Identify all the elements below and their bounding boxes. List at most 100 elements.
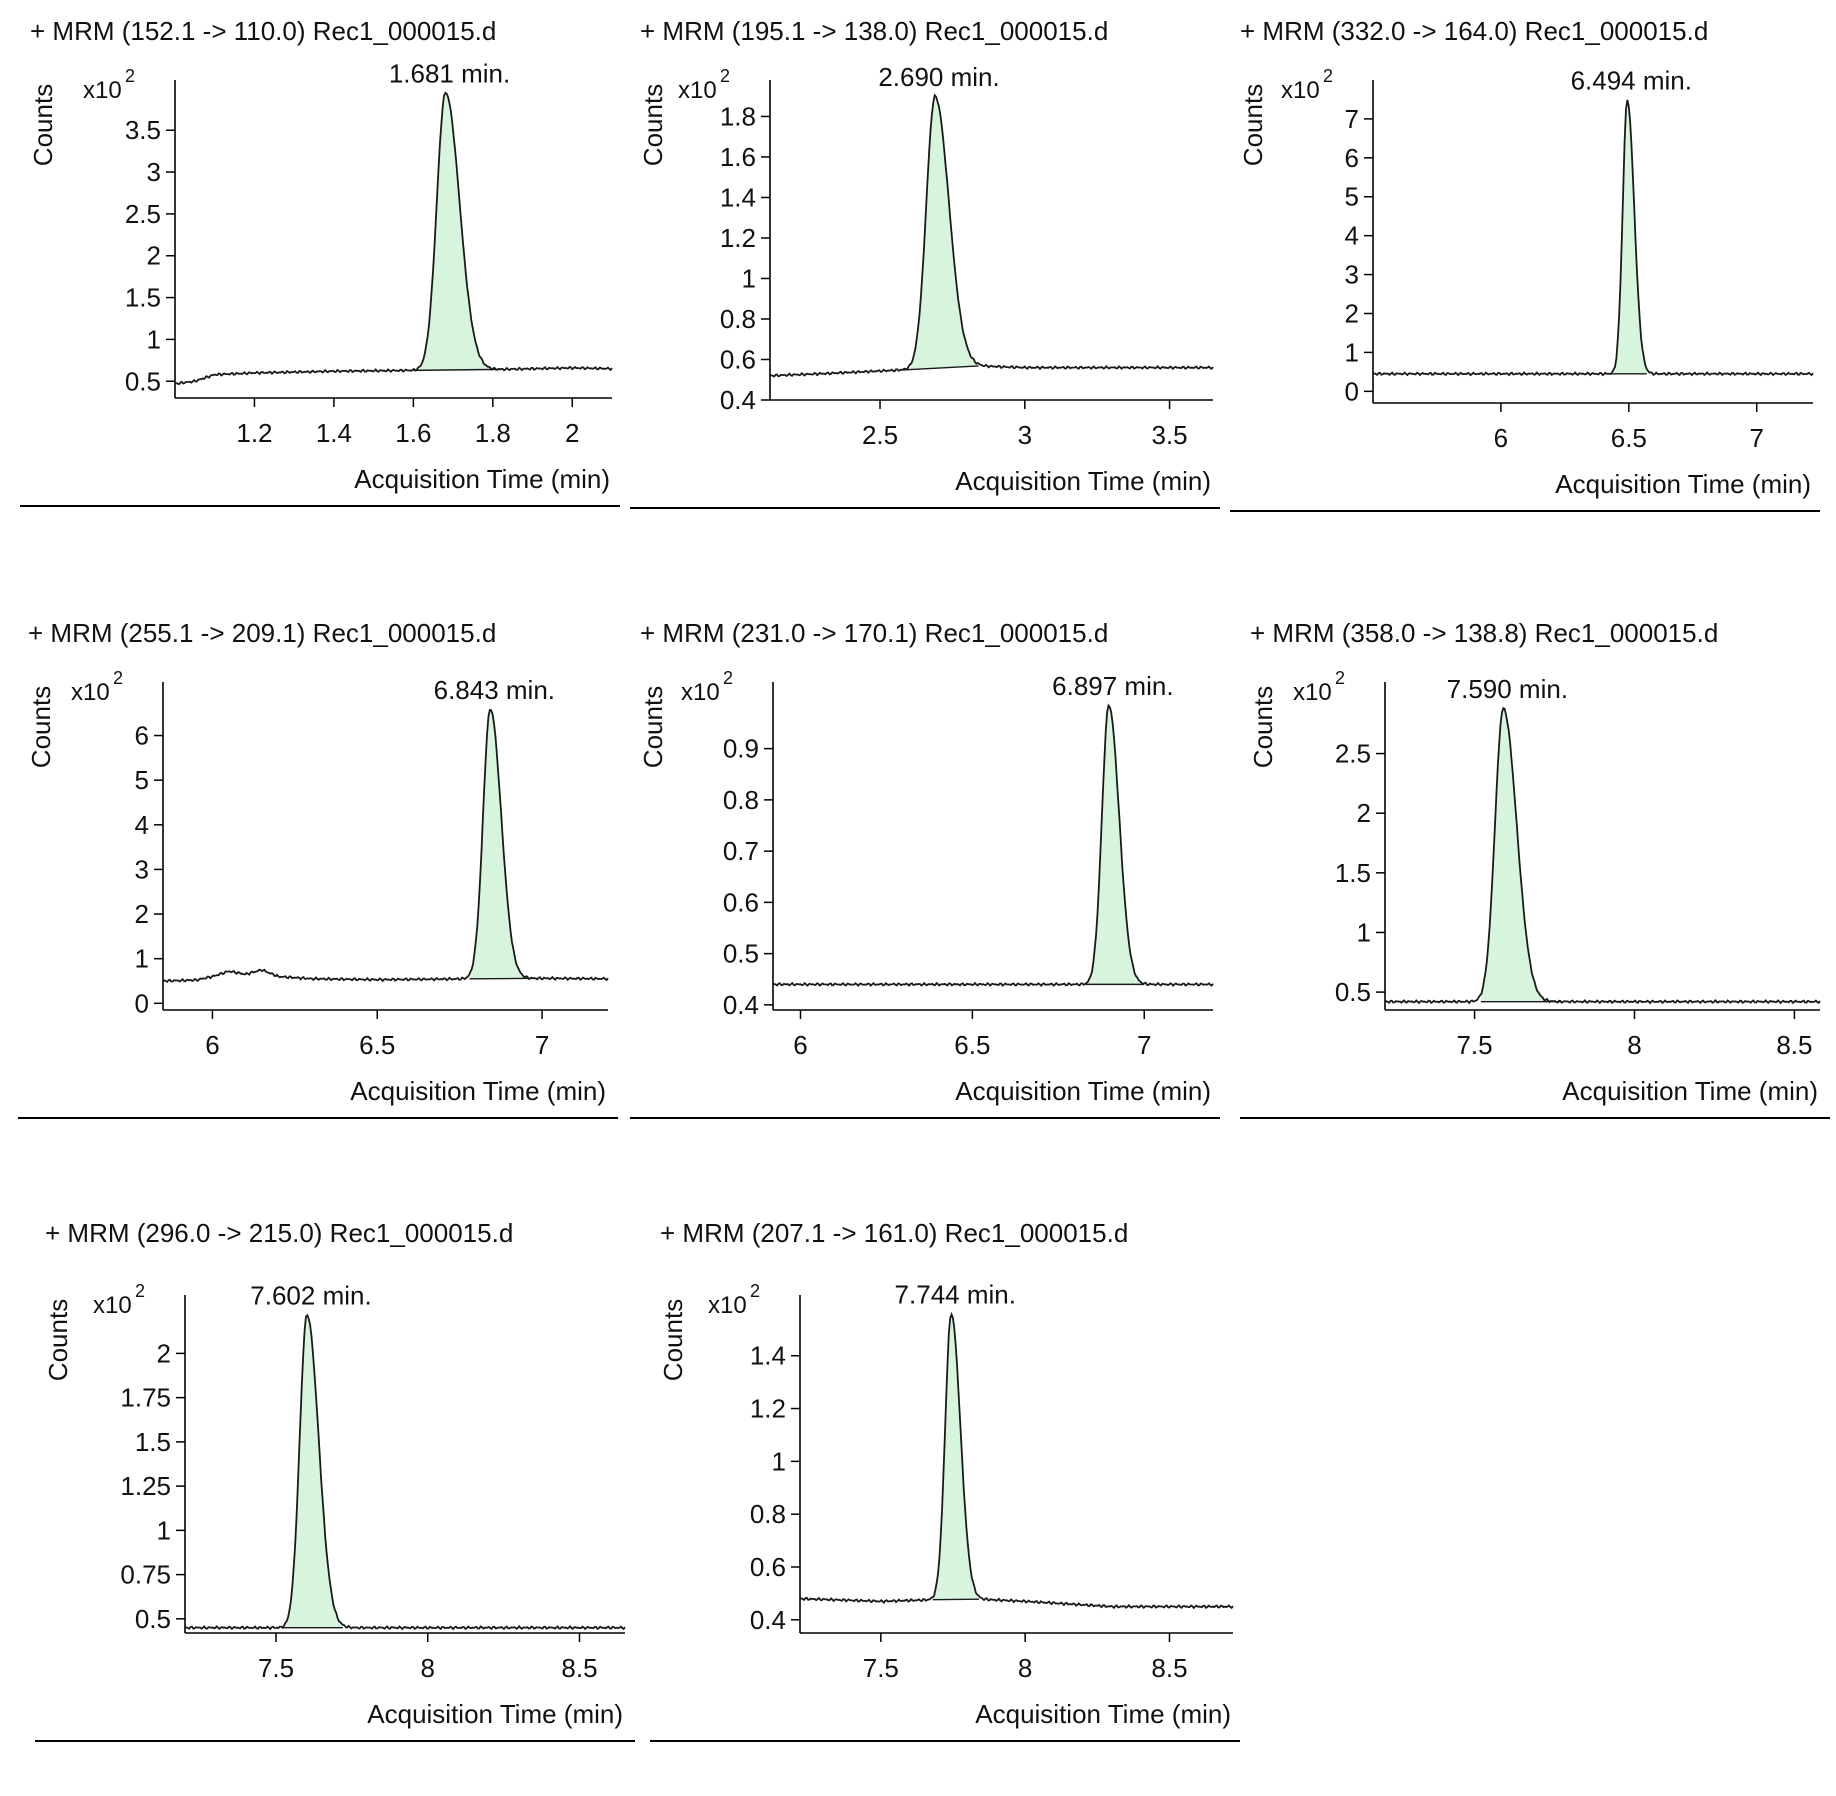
y-tick-label: 1.2 xyxy=(720,223,756,253)
x-tick-label: 6.5 xyxy=(359,1030,395,1060)
chromatogram-svg: + MRM (152.1 -> 110.0) Rec1_000015.d Coun… xyxy=(20,16,620,507)
x-tick-label: 6 xyxy=(1494,423,1508,453)
peak-area xyxy=(413,92,501,371)
y-tick-label: 0.5 xyxy=(135,1604,171,1634)
chromatogram-panel-7: + MRM (296.0 -> 215.0) Rec1_000015.d Coun… xyxy=(35,1210,635,1785)
x-tick-label: 7.5 xyxy=(1456,1030,1492,1060)
y-tick-label: 3 xyxy=(147,157,161,187)
y-axis-label: Counts xyxy=(1238,84,1268,166)
y-axis-label: Counts xyxy=(26,686,56,768)
y-multiplier: x10 xyxy=(678,77,717,104)
x-axis-label: Acquisition Time (min) xyxy=(1562,1076,1818,1106)
x-tick-label: 7.5 xyxy=(863,1653,899,1683)
retention-time-label: 7.590 min. xyxy=(1447,674,1568,704)
peak-area xyxy=(932,1313,979,1600)
retention-time-label: 7.744 min. xyxy=(895,1279,1016,1309)
y-multiplier-exponent: 2 xyxy=(723,668,733,688)
x-tick-label: 8.5 xyxy=(561,1653,597,1683)
y-tick-label: 1.25 xyxy=(120,1471,171,1501)
x-tick-label: 8 xyxy=(1627,1030,1641,1060)
y-tick-label: 1.2 xyxy=(750,1394,786,1424)
y-tick-label: 0.5 xyxy=(125,366,161,396)
y-tick-label: 1 xyxy=(135,944,149,974)
chromatogram-trace xyxy=(1384,706,1821,1005)
y-tick-label: 0.6 xyxy=(720,344,756,374)
y-tick-label: 0.75 xyxy=(120,1560,171,1590)
chart-title: + MRM (358.0 -> 138.8) Rec1_000015.d xyxy=(1250,618,1718,648)
y-tick-label: 6 xyxy=(135,721,149,751)
chart-title: + MRM (231.0 -> 170.1) Rec1_000015.d xyxy=(640,618,1108,648)
y-tick-label: 5 xyxy=(135,765,149,795)
y-tick-label: 3 xyxy=(135,854,149,884)
x-tick-label: 8.5 xyxy=(1776,1030,1812,1060)
peak-area xyxy=(903,96,979,370)
chart-title: + MRM (195.1 -> 138.0) Rec1_000015.d xyxy=(640,16,1108,46)
y-tick-label: 1 xyxy=(1345,337,1359,367)
chromatogram-svg: + MRM (332.0 -> 164.0) Rec1_000015.d Coun… xyxy=(1230,16,1820,512)
x-axis-label: Acquisition Time (min) xyxy=(367,1699,623,1729)
y-multiplier: x10 xyxy=(83,77,122,104)
y-tick-label: 1.75 xyxy=(120,1383,171,1413)
integration-baseline xyxy=(932,1598,979,1601)
x-tick-label: 7 xyxy=(1137,1030,1151,1060)
x-tick-label: 6 xyxy=(205,1030,219,1060)
y-tick-label: 4 xyxy=(1345,221,1359,251)
x-tick-label: 3.5 xyxy=(1151,420,1187,450)
y-axis-label: Counts xyxy=(658,1299,688,1381)
y-tick-label: 1.5 xyxy=(135,1427,171,1457)
y-tick-label: 4 xyxy=(135,810,149,840)
chromatogram-panel-6: + MRM (358.0 -> 138.8) Rec1_000015.d Coun… xyxy=(1240,610,1830,1180)
chromatogram-trace xyxy=(769,93,1214,378)
y-tick-label: 0.4 xyxy=(750,1605,786,1635)
y-multiplier: x10 xyxy=(71,679,110,706)
y-tick-label: 2 xyxy=(1357,798,1371,828)
y-multiplier-exponent: 2 xyxy=(113,668,123,688)
y-multiplier-exponent: 2 xyxy=(125,66,135,86)
y-tick-label: 1.6 xyxy=(720,142,756,172)
x-tick-label: 6.5 xyxy=(954,1030,990,1060)
x-tick-label: 8 xyxy=(421,1653,435,1683)
y-tick-label: 3 xyxy=(1345,260,1359,290)
y-tick-label: 1 xyxy=(772,1446,786,1476)
x-tick-label: 6 xyxy=(793,1030,807,1060)
y-multiplier: x10 xyxy=(93,1292,132,1319)
y-tick-label: 1 xyxy=(742,263,756,293)
retention-time-label: 6.494 min. xyxy=(1571,65,1692,95)
x-tick-label: 6.5 xyxy=(1611,423,1647,453)
y-tick-label: 2.5 xyxy=(125,199,161,229)
chart-title: + MRM (332.0 -> 164.0) Rec1_000015.d xyxy=(1240,16,1708,46)
y-multiplier-exponent: 2 xyxy=(1335,668,1345,688)
y-tick-label: 0.8 xyxy=(723,785,759,815)
x-tick-label: 1.4 xyxy=(316,418,352,448)
retention-time-label: 6.843 min. xyxy=(434,675,555,705)
chromatogram-svg: + MRM (195.1 -> 138.0) Rec1_000015.d Coun… xyxy=(630,16,1220,509)
x-axis-label: Acquisition Time (min) xyxy=(955,466,1211,496)
y-tick-label: 6 xyxy=(1345,143,1359,173)
x-tick-label: 2 xyxy=(565,418,579,448)
y-axis-label: Counts xyxy=(638,84,668,166)
chromatogram-svg: + MRM (207.1 -> 161.0) Rec1_000015.d Coun… xyxy=(650,1218,1240,1742)
y-tick-label: 5 xyxy=(1345,182,1359,212)
y-tick-label: 0.5 xyxy=(1335,977,1371,1007)
x-tick-label: 7 xyxy=(1749,423,1763,453)
x-axis-label: Acquisition Time (min) xyxy=(354,464,610,494)
y-tick-label: 1 xyxy=(147,324,161,354)
y-tick-label: 2 xyxy=(147,241,161,271)
y-tick-label: 0.4 xyxy=(720,385,756,415)
x-axis-label: Acquisition Time (min) xyxy=(1555,469,1811,499)
retention-time-label: 2.690 min. xyxy=(878,62,999,92)
chart-title: + MRM (207.1 -> 161.0) Rec1_000015.d xyxy=(660,1218,1128,1248)
y-tick-label: 2 xyxy=(157,1338,171,1368)
y-tick-label: 7 xyxy=(1345,104,1359,134)
y-multiplier: x10 xyxy=(1293,679,1332,706)
x-tick-label: 7.5 xyxy=(258,1653,294,1683)
chromatogram-svg: + MRM (296.0 -> 215.0) Rec1_000015.d Coun… xyxy=(35,1218,635,1742)
peak-area xyxy=(1608,99,1647,374)
chromatogram-trace xyxy=(799,1311,1234,1610)
y-tick-label: 2 xyxy=(135,899,149,929)
peak-area xyxy=(282,1314,343,1628)
chromatogram-panel-5: + MRM (231.0 -> 170.1) Rec1_000015.d Coun… xyxy=(630,610,1220,1180)
y-tick-label: 0 xyxy=(1345,376,1359,406)
chromatogram-trace xyxy=(174,91,613,386)
